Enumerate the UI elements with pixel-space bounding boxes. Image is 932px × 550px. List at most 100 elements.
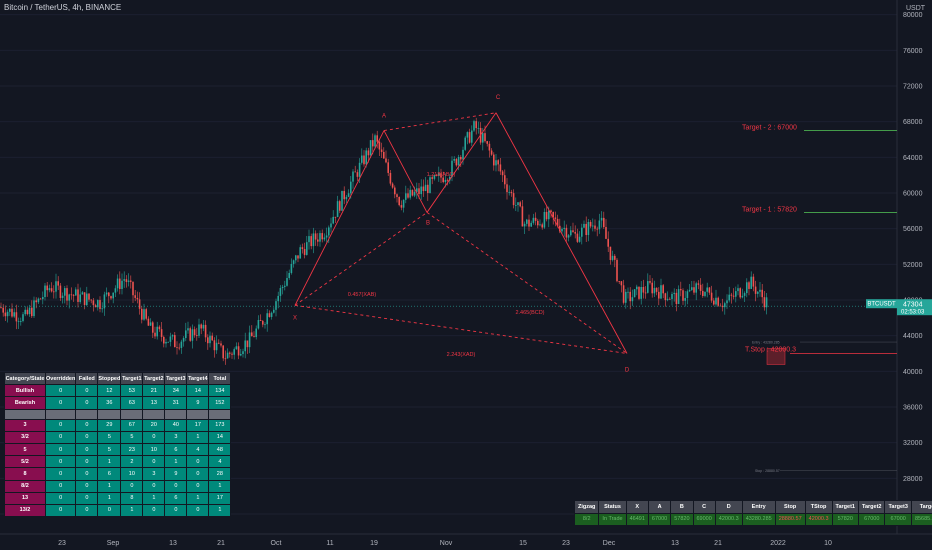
candle-body: [352, 171, 354, 182]
stats-cell: 1: [186, 491, 210, 505]
stats-cell: 34: [164, 384, 188, 398]
pattern-point-b: B: [426, 220, 430, 226]
candle-body: [697, 283, 700, 285]
last-price-value: 47304: [903, 302, 923, 309]
candle-body: [378, 141, 381, 150]
candle-body: [671, 293, 673, 300]
candle-body: [442, 177, 444, 183]
stats-cell: 0: [164, 503, 188, 518]
candle-body: [277, 295, 279, 302]
zigzag-value-cell: 42000.3: [714, 512, 743, 526]
y-tick-label: 76000: [903, 48, 923, 55]
stats-cell: 0: [164, 479, 188, 493]
candle-body: [477, 127, 480, 129]
candle-body: [416, 188, 418, 192]
candle-body: [592, 225, 594, 227]
candle-body: [363, 155, 365, 165]
candle-body: [499, 164, 502, 172]
candle-body: [391, 183, 394, 188]
candle-body: [130, 280, 132, 282]
candle-body: [510, 191, 513, 194]
candle-body: [290, 263, 293, 273]
zigzag-header-row: Zigzag Status X A B C D Entry Stop TStop Target1 Ta…: [573, 500, 932, 514]
candle-body: [409, 189, 411, 198]
pattern-leg-bc: [426, 112, 497, 213]
candle-body: [398, 196, 400, 206]
candle-body: [200, 324, 202, 329]
candle-body: [631, 297, 634, 302]
candle-body: [356, 172, 359, 177]
candle-body: [57, 281, 59, 286]
pattern-point-d: D: [625, 368, 630, 374]
candle-body: [9, 308, 11, 312]
candle-body: [724, 303, 726, 308]
stats-row: 8 0 0 6 10 3 9 0 28: [4, 467, 232, 481]
candle-body: [237, 346, 240, 356]
last-price-symbol-box: [866, 299, 897, 309]
stats-cell: 1: [164, 455, 188, 469]
zigzag-value-cell: 57820: [831, 512, 860, 526]
candle-body: [523, 223, 526, 227]
candle-body: [240, 353, 242, 356]
candle-body: [24, 309, 26, 315]
pattern-point-a: A: [382, 114, 386, 120]
candle-body: [473, 121, 475, 131]
candle-body: [482, 133, 484, 143]
x-tick-label: 21: [714, 540, 722, 547]
candle-body: [275, 301, 277, 310]
candle-body: [246, 340, 249, 348]
stats-cell: 0: [75, 430, 99, 444]
candle-body: [664, 293, 667, 301]
stats-cell: 9: [164, 467, 188, 481]
candle-body: [22, 314, 24, 322]
stats-cell: 1: [208, 503, 232, 518]
candle-body: [211, 335, 213, 341]
x-tick-label: 11: [326, 540, 333, 547]
candle-body: [20, 321, 22, 322]
candle-body: [358, 162, 361, 177]
candle-body: [684, 298, 686, 301]
candle-body: [215, 342, 218, 351]
candle-body: [471, 130, 473, 143]
candle-body: [521, 206, 524, 227]
candle-body: [462, 149, 464, 160]
candle-body: [147, 318, 150, 326]
y-tick-label: 72000: [903, 84, 923, 91]
candle-body: [334, 216, 337, 218]
x-tick-label: Nov: [440, 540, 453, 547]
candle-body: [244, 340, 246, 352]
candle-body: [600, 217, 603, 221]
candle-body: [66, 288, 68, 301]
candle-body: [158, 326, 161, 330]
candle-body: [752, 276, 755, 287]
candle-body: [72, 294, 75, 296]
candle-body: [394, 187, 396, 195]
stats-cell: 0: [186, 467, 210, 481]
candle-body: [312, 233, 315, 247]
candle-body: [185, 330, 187, 339]
candle-body: [695, 283, 697, 293]
candle-body: [400, 205, 403, 208]
candle-body: [554, 217, 557, 219]
candle-body: [325, 235, 328, 238]
stats-cell: 14: [186, 384, 210, 398]
stats-cell: 6: [97, 467, 122, 481]
candle-body: [46, 285, 48, 291]
candle-body: [365, 150, 367, 165]
candle-body: [433, 175, 436, 179]
candle-body: [26, 309, 29, 315]
candle-body: [565, 227, 568, 238]
stats-cell: 8: [120, 491, 144, 505]
candle-body: [488, 143, 491, 151]
stats-cell: 0: [97, 503, 122, 518]
candle-body: [264, 324, 266, 326]
stats-cell: 0: [186, 503, 210, 518]
candle-body: [235, 346, 238, 350]
zigzag-header-cell: Stop: [774, 500, 806, 514]
x-tick-label: 13: [169, 540, 177, 547]
y-tick-label: 40000: [903, 369, 923, 376]
candle-body: [112, 292, 114, 299]
candle-body: [581, 227, 583, 237]
candle-body: [627, 291, 629, 293]
